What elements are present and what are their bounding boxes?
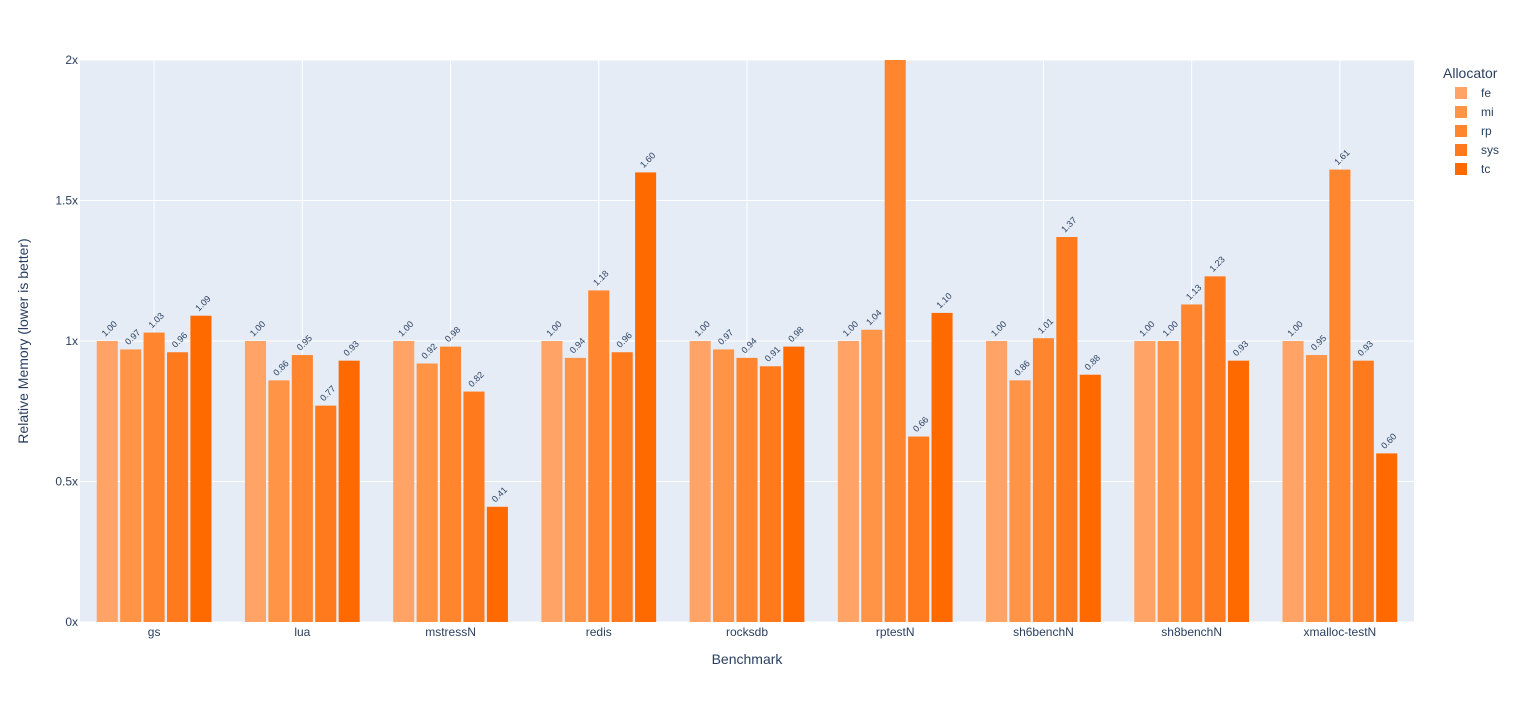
bar-tc-xmalloc-testN [1376, 453, 1398, 622]
bar-mi-rptestN [861, 329, 883, 622]
bar-mi-xmalloc-testN [1305, 355, 1328, 622]
bar-fe-rptestN [837, 341, 859, 622]
bar-sys-rocksdb [759, 366, 781, 622]
bar-tc-rptestN [931, 312, 953, 622]
x-tick-label: redis [586, 625, 612, 639]
bar-sys-mstressN [463, 391, 485, 622]
y-tick-label: 1.5x [55, 194, 78, 208]
bar-sys-gs [166, 352, 189, 622]
bar-fe-mstressN [393, 341, 415, 622]
y-tick-label: 0x [65, 615, 78, 629]
bar-rp-rocksdb [736, 357, 758, 622]
bar-mi-rocksdb [713, 349, 735, 622]
bar-rp-lua [291, 355, 313, 622]
bar-mi-sh6benchN [1009, 380, 1031, 622]
bar-sys-redis [611, 352, 633, 622]
y-tick-label: 0.5x [55, 475, 78, 489]
bar-rp-redis [588, 290, 610, 622]
x-tick-label: gs [148, 625, 161, 639]
legend-label-mi: mi [1481, 105, 1494, 119]
bar-rp-mstressN [440, 346, 462, 622]
bar-mi-mstressN [416, 363, 438, 622]
bar-sys-rptestN [908, 436, 930, 622]
bar-sys-lua [315, 405, 337, 622]
x-tick-label: sh6benchN [1013, 625, 1074, 639]
bar-rp-sh8benchN [1181, 304, 1203, 622]
y-tick-label: 2x [65, 53, 78, 67]
x-tick-label: rocksdb [726, 625, 768, 639]
bar-rp-sh6benchN [1032, 338, 1054, 622]
legend-label-tc: tc [1481, 162, 1490, 176]
legend-swatch-rp [1455, 125, 1467, 137]
bar-tc-gs [190, 315, 212, 622]
legend-swatch-sys [1455, 144, 1467, 156]
legend-label-fe: fe [1481, 86, 1491, 100]
legend-swatch-tc [1455, 163, 1467, 175]
x-tick-label: rptestN [876, 625, 915, 639]
bar-fe-rocksdb [689, 341, 711, 622]
bar-fe-sh6benchN [986, 341, 1008, 622]
bar-tc-rocksdb [783, 346, 805, 622]
legend: Allocator fe mi rp sys tc [1443, 65, 1499, 176]
bar-tc-lua [338, 360, 360, 622]
legend-items: fe mi rp sys tc [1455, 86, 1499, 176]
x-axis-title: Benchmark [712, 651, 784, 667]
legend-label-sys: sys [1481, 143, 1499, 157]
x-tick-label: xmalloc-testN [1304, 625, 1377, 639]
y-axis-title: Relative Memory (lower is better) [15, 238, 31, 443]
bars [96, 60, 1398, 622]
bar-mi-lua [268, 380, 290, 622]
bar-sys-sh8benchN [1204, 276, 1226, 622]
x-tick-label: sh8benchN [1161, 625, 1222, 639]
bar-tc-sh6benchN [1079, 374, 1101, 622]
legend-swatch-fe [1455, 87, 1467, 99]
legend-title: Allocator [1443, 65, 1498, 81]
bar-fe-gs [96, 341, 118, 622]
y-tick-label: 1x [65, 334, 78, 348]
x-tick-label: mstressN [425, 625, 476, 639]
bar-tc-sh8benchN [1227, 360, 1250, 622]
bar-sys-sh6benchN [1056, 237, 1078, 622]
bar-fe-xmalloc-testN [1282, 341, 1304, 622]
bar-mi-gs [120, 349, 142, 622]
x-tick-label: lua [294, 625, 310, 639]
bar-fe-sh8benchN [1134, 341, 1156, 622]
bar-fe-redis [541, 341, 563, 622]
legend-label-rp: rp [1481, 124, 1492, 138]
bar-rp-gs [143, 332, 165, 622]
bar-mi-redis [564, 357, 586, 622]
bar-tc-redis [635, 172, 657, 622]
bar-rp-rptestN [884, 60, 906, 622]
bar-mi-sh8benchN [1157, 341, 1179, 622]
bar-sys-xmalloc-testN [1352, 360, 1374, 622]
bar-rp-xmalloc-testN [1329, 169, 1351, 622]
bar-fe-lua [244, 341, 267, 622]
legend-swatch-mi [1455, 106, 1467, 118]
axes: 0x 0.5x 1x 1.5x 2x gs lua mstressN redis rocksdb r… [55, 53, 1376, 639]
bar-tc-mstressN [486, 506, 508, 622]
